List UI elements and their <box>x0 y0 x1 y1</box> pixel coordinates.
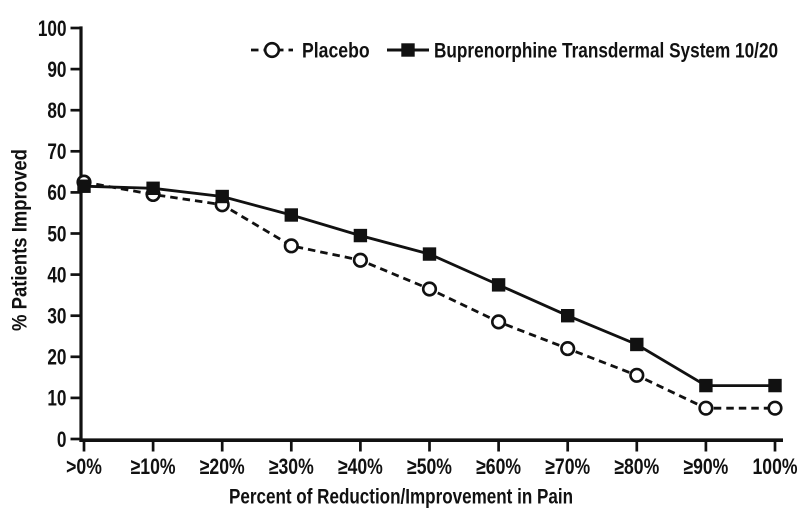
circle-marker <box>698 400 714 416</box>
legend-label-placebo: Placebo <box>302 39 370 63</box>
circle-marker <box>263 41 281 59</box>
square-marker <box>215 189 229 204</box>
y-tick-label: 20 <box>47 345 66 370</box>
y-tick-label: 100 <box>38 16 67 41</box>
x-tick-label: >0% <box>66 454 102 479</box>
square-marker <box>699 378 713 393</box>
square-marker <box>284 208 298 222</box>
x-tick-label: ≥10% <box>131 454 176 479</box>
y-tick-label: 10 <box>47 386 66 411</box>
square-marker <box>146 181 160 195</box>
legend: Placebo Buprenorphine Transdermal System … <box>251 39 778 63</box>
x-tick-label: ≥50% <box>407 454 452 479</box>
x-tick-label: ≥20% <box>200 454 245 479</box>
circle-marker <box>421 281 438 297</box>
y-tick-label: 60 <box>47 180 66 205</box>
circle-marker <box>767 400 783 416</box>
series-buprenorphine <box>77 179 782 393</box>
circle-marker <box>491 314 507 330</box>
y-tick-label: 70 <box>47 139 66 164</box>
y-tick-label: 0 <box>57 427 67 452</box>
x-axis: >0% ≥10% ≥20% ≥30% ≥40% ≥50% ≥60% ≥70% ≥80% ≥90% 1… <box>66 438 798 509</box>
circle-marker <box>629 367 645 383</box>
x-axis-title: Percent of Reduction/Improvement in Pain <box>229 485 573 509</box>
legend-item-buprenorphine: Buprenorphine Transdermal System 10/20 <box>387 39 778 63</box>
y-tick-label: 90 <box>47 57 66 82</box>
square-marker <box>422 247 437 261</box>
y-tick-label: 40 <box>47 262 66 287</box>
legend-item-placebo: Placebo <box>251 39 370 63</box>
square-marker <box>353 228 368 243</box>
y-axis: 0 10 20 30 40 50 60 70 80 90 100 % Patients Improve… <box>8 16 83 452</box>
x-tick-label: ≥80% <box>614 454 659 479</box>
x-tick-label: 100% <box>753 454 798 479</box>
x-tick-label: ≥30% <box>269 454 314 479</box>
square-marker <box>401 43 415 57</box>
x-tick-label: ≥40% <box>338 454 383 479</box>
y-tick-label: 80 <box>47 98 66 123</box>
circle-marker <box>352 252 369 268</box>
circle-marker <box>560 340 576 357</box>
square-marker <box>491 278 506 292</box>
x-tick-label: ≥60% <box>476 454 521 479</box>
square-marker <box>768 378 782 393</box>
square-marker <box>561 309 575 323</box>
y-tick-label: 30 <box>47 304 66 329</box>
square-marker <box>77 179 91 193</box>
series-placebo <box>76 174 783 416</box>
circle-marker <box>283 238 299 254</box>
square-marker <box>630 337 644 352</box>
y-tick-label: 50 <box>47 221 66 246</box>
x-tick-label: ≥70% <box>545 454 590 479</box>
y-axis-title: % Patients Improved <box>8 149 32 331</box>
x-tick-label: ≥90% <box>683 454 728 479</box>
legend-label-buprenorphine: Buprenorphine Transdermal System 10/20 <box>434 39 778 63</box>
